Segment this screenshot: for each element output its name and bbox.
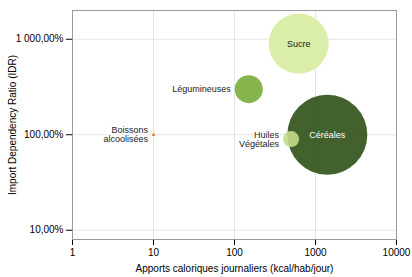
svg-text:1: 1	[70, 247, 76, 258]
svg-text:100,00%: 100,00%	[24, 129, 64, 140]
svg-text:1 000,00%: 1 000,00%	[16, 33, 64, 44]
svg-text:Apports caloriques journaliers: Apports caloriques journaliers (kcal/hab…	[136, 263, 334, 274]
svg-text:10000: 10000	[383, 247, 411, 258]
svg-text:Légumineuses: Légumineuses	[172, 84, 231, 94]
svg-text:100: 100	[226, 247, 243, 258]
svg-text:10,00%: 10,00%	[30, 224, 64, 235]
svg-text:10: 10	[148, 247, 160, 258]
svg-text:Import Dependency Ratio (IDR): Import Dependency Ratio (IDR)	[7, 55, 18, 195]
svg-text:HuilesVégétales: HuilesVégétales	[239, 129, 280, 148]
svg-text:Sucre: Sucre	[287, 38, 311, 48]
svg-text:1000: 1000	[304, 247, 327, 258]
svg-text:Boissonsalcoolisées: Boissonsalcoolisées	[103, 125, 148, 144]
svg-text:Céréales: Céréales	[309, 130, 346, 140]
